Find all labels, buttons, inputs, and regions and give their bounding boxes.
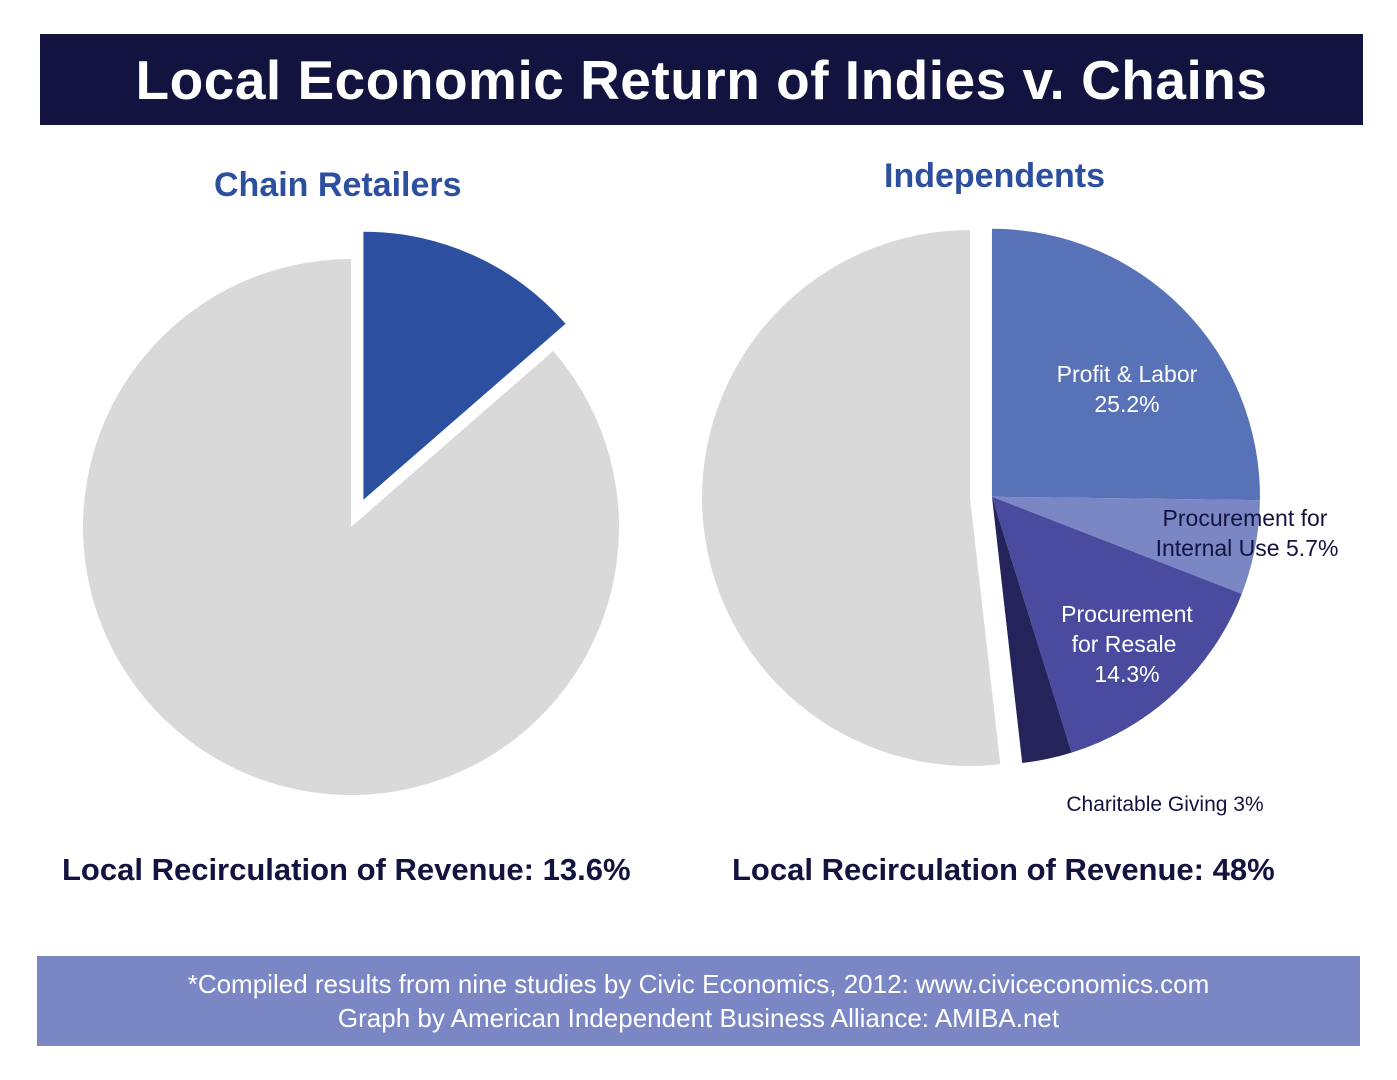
chain-slice-0 <box>363 231 566 500</box>
independents-slice-labels: Profit & Labor 25.2% Procurement for Int… <box>1057 361 1339 816</box>
chain-pie <box>82 231 619 795</box>
footer-credit-line: Graph by American Independent Business A… <box>337 1003 1060 1033</box>
independents-slice-2 <box>991 496 1242 753</box>
independents-pie <box>702 228 1260 767</box>
resale-label-line2: for Resale <box>1072 631 1177 657</box>
independents-summary: Local Recirculation of Revenue: 48% <box>732 852 1275 887</box>
chain-chart-title: Chain Retailers <box>214 166 462 204</box>
independents-slice-4 <box>702 230 1001 767</box>
page-title: Local Economic Return of Indies v. Chain… <box>135 48 1268 111</box>
internal-label-line1: Procurement for <box>1163 505 1328 531</box>
source-footer: *Compiled results from nine studies by C… <box>37 956 1360 1046</box>
profit-label-line2: 25.2% <box>1094 391 1159 417</box>
charitable-label: Charitable Giving 3% <box>1066 793 1263 816</box>
internal-label-line2: Internal Use 5.7% <box>1156 535 1339 561</box>
independents-slice-0 <box>991 228 1260 501</box>
resale-label-line1: Procurement <box>1061 601 1193 627</box>
chain-summary: Local Recirculation of Revenue: 13.6% <box>62 852 631 887</box>
footer-source-line: *Compiled results from nine studies by C… <box>187 969 1210 999</box>
title-banner: Local Economic Return of Indies v. Chain… <box>40 34 1363 125</box>
profit-label-line1: Profit & Labor <box>1057 361 1198 387</box>
resale-label-line3: 14.3% <box>1094 661 1159 687</box>
independents-chart-title: Independents <box>884 157 1106 195</box>
independents-slice-3 <box>991 496 1072 764</box>
chain-slice-1 <box>82 259 619 795</box>
independents-slice-1 <box>991 496 1260 594</box>
